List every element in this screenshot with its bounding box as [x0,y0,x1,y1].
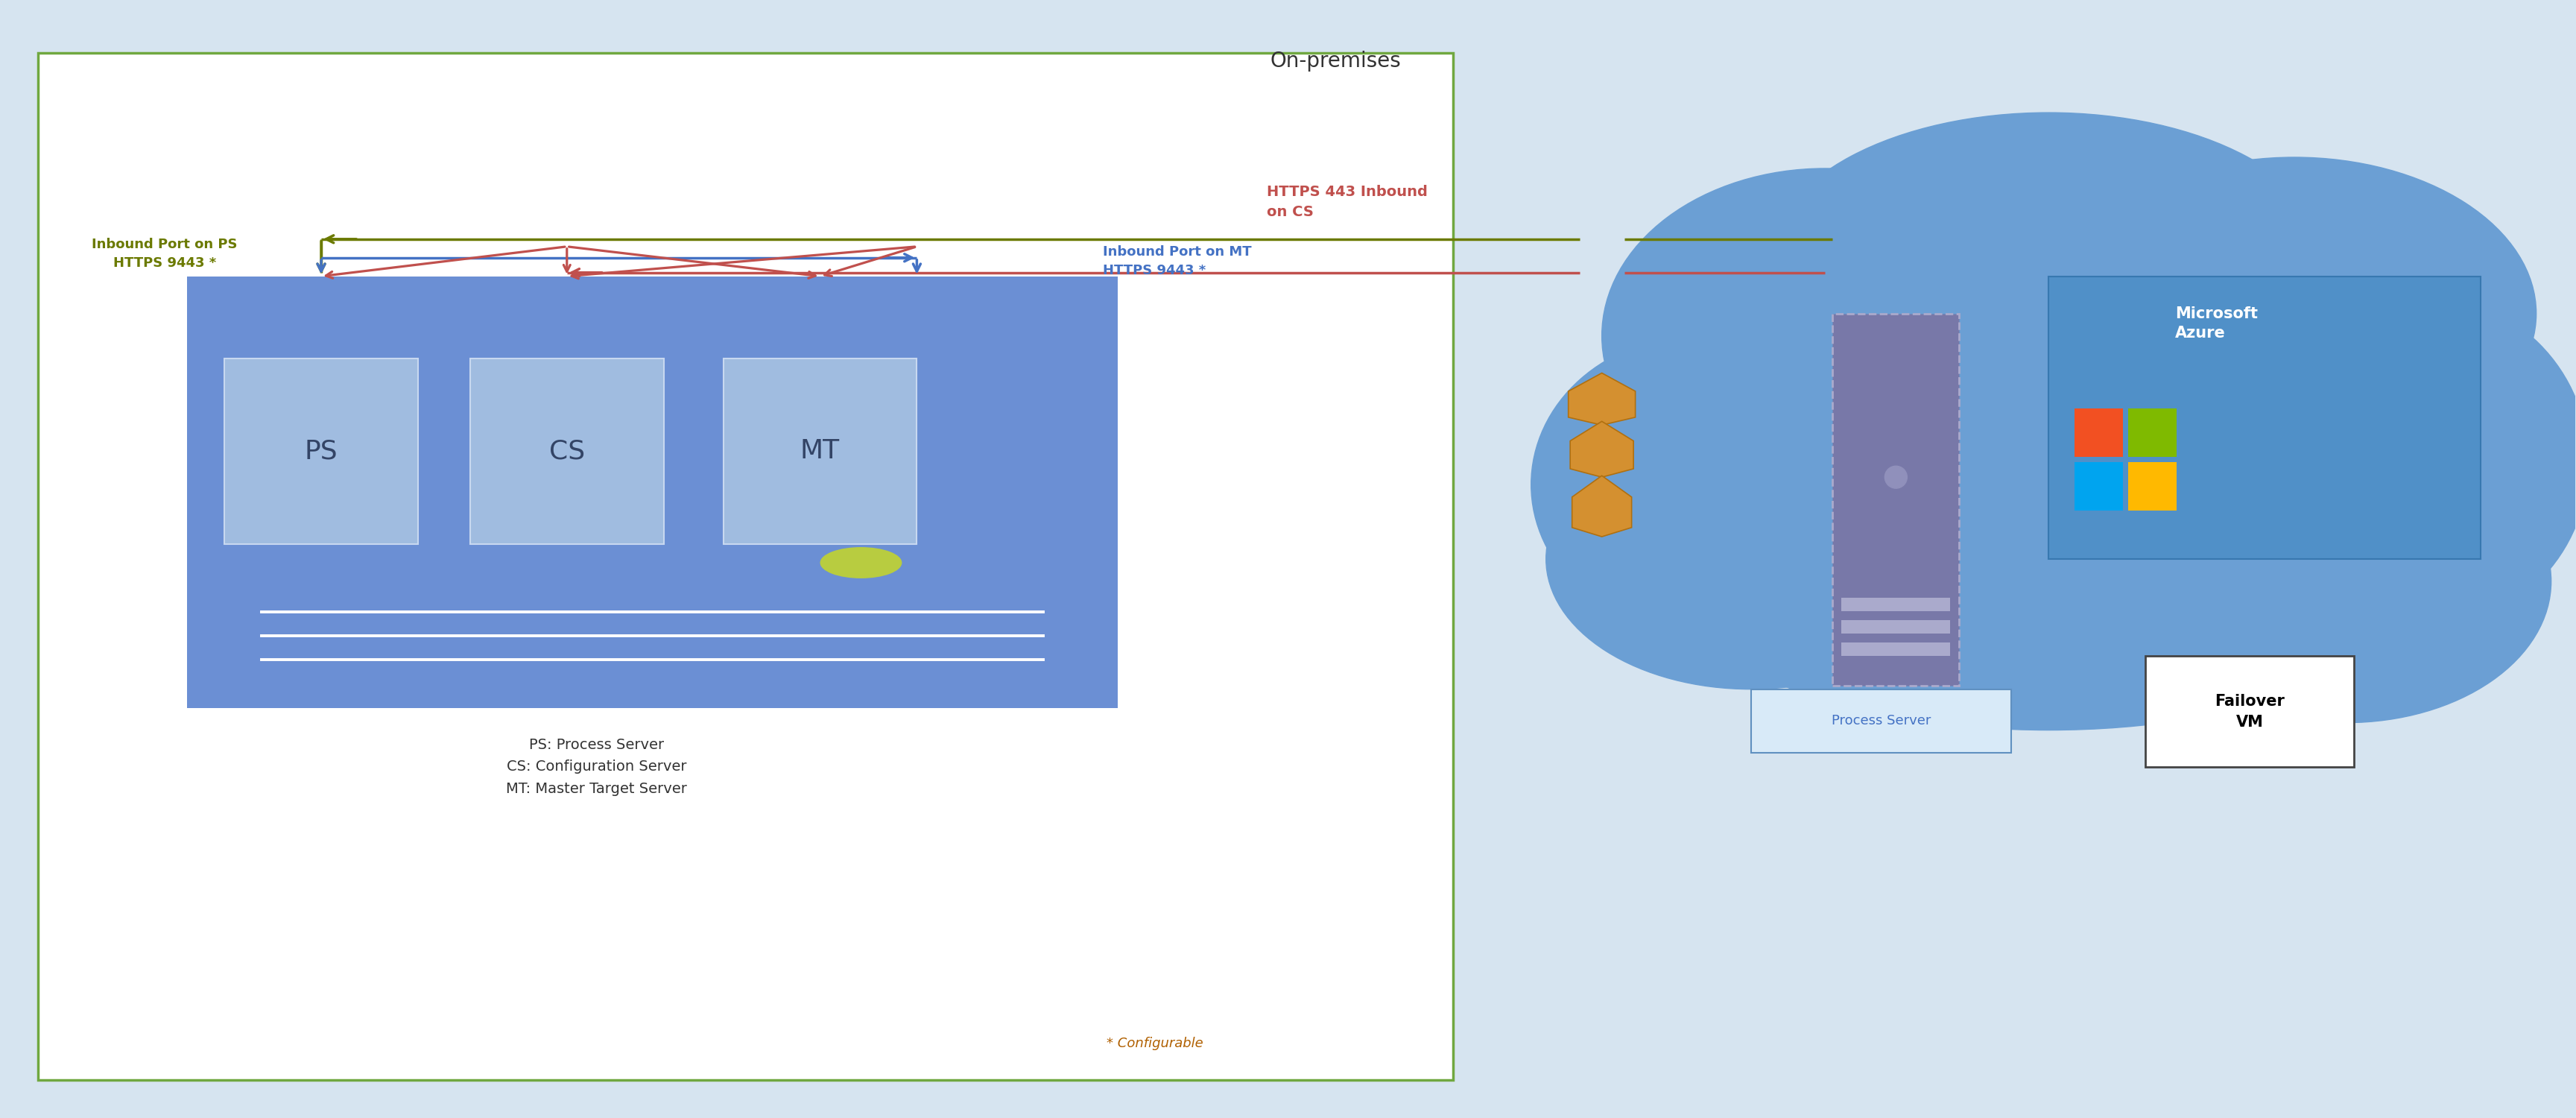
FancyBboxPatch shape [469,358,665,544]
Text: Inbound Port on MT
HTTPS 9443 *: Inbound Port on MT HTTPS 9443 * [1103,245,1252,277]
FancyBboxPatch shape [1842,643,1950,656]
Text: Failover
VM: Failover VM [2215,693,2285,729]
Text: MT: MT [801,438,840,464]
FancyBboxPatch shape [1752,689,2012,752]
Ellipse shape [2141,440,2550,722]
Text: Inbound Port on PS
HTTPS 9443 *: Inbound Port on PS HTTPS 9443 * [93,238,237,271]
Text: On-premises: On-premises [1270,50,1401,72]
Polygon shape [1569,373,1636,425]
FancyBboxPatch shape [2074,462,2123,511]
Polygon shape [1571,475,1631,537]
FancyBboxPatch shape [188,276,1118,708]
FancyBboxPatch shape [1842,620,1950,634]
FancyBboxPatch shape [2048,276,2481,559]
Ellipse shape [1530,335,1865,634]
Ellipse shape [1638,169,2458,652]
Text: * Configurable: * Configurable [1108,1036,1203,1050]
Text: Process Server: Process Server [1832,714,1932,728]
Text: Microsoft
Azure: Microsoft Azure [2174,306,2257,341]
Text: PS: PS [304,438,337,464]
Text: PS: Process Server
CS: Configuration Server
MT: Master Target Server: PS: Process Server CS: Configuration Ser… [507,738,688,796]
FancyBboxPatch shape [224,358,417,544]
Text: HTTPS 443 Inbound
on CS: HTTPS 443 Inbound on CS [1267,184,1427,219]
FancyBboxPatch shape [724,358,917,544]
Ellipse shape [2254,295,2576,629]
FancyBboxPatch shape [2128,409,2177,457]
Circle shape [1886,466,1906,489]
Ellipse shape [1770,113,2329,410]
Ellipse shape [1546,429,1955,689]
FancyBboxPatch shape [39,54,1453,1080]
Ellipse shape [1602,169,2048,503]
FancyBboxPatch shape [2128,462,2177,511]
FancyBboxPatch shape [1832,313,1960,685]
Ellipse shape [819,547,902,578]
FancyBboxPatch shape [2074,409,2123,457]
Ellipse shape [1677,433,2421,730]
FancyBboxPatch shape [2146,656,2354,767]
Ellipse shape [2053,158,2537,470]
Text: CS: CS [549,438,585,464]
Polygon shape [1571,421,1633,477]
FancyBboxPatch shape [1842,598,1950,612]
